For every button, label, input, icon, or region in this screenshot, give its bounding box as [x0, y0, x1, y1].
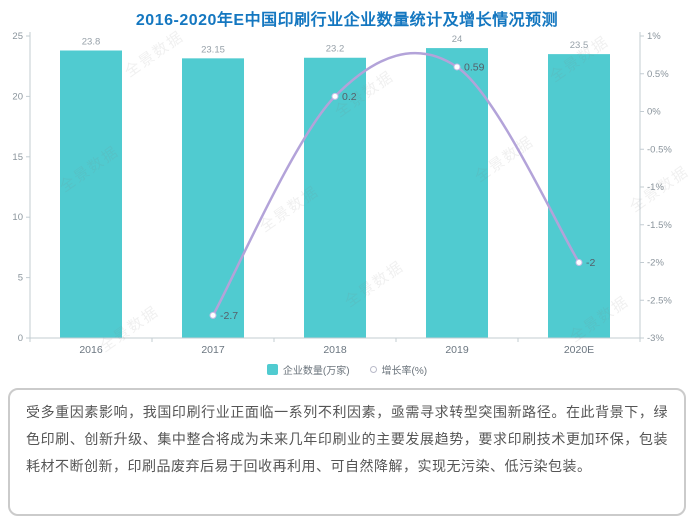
- bar-value-label: 23.15: [201, 44, 225, 55]
- legend-label-bar: 企业数量(万家): [282, 365, 350, 377]
- left-axis-tick-label: 25: [12, 31, 23, 42]
- right-axis-tick-label: -3%: [647, 333, 664, 344]
- right-axis-tick-label: -0.5%: [647, 144, 672, 155]
- growth-line: [211, 51, 581, 317]
- left-axis-tick-label: 20: [12, 91, 23, 102]
- analysis-text-box: 受多重因素影响，我国印刷行业正面临一系列不利因素，亟需寻求转型突围新路径。在此背…: [8, 388, 686, 516]
- left-axis-tick-label: 15: [12, 152, 23, 163]
- x-axis-label: 2018: [323, 344, 347, 356]
- bar-value-label: 23.2: [326, 44, 345, 55]
- point-value-label: -2: [586, 257, 595, 269]
- right-axis-tick-label: -1%: [647, 182, 664, 193]
- legend-label-line: 增长率(%): [381, 365, 428, 377]
- line-point: [331, 92, 339, 100]
- bar: [304, 57, 366, 339]
- bar-value-label: 24: [452, 34, 463, 45]
- bar: [548, 54, 610, 339]
- point-value-label: 0.2: [342, 91, 357, 103]
- right-axis-tick-label: 0.5%: [647, 69, 669, 80]
- right-axis-tick-label: 1%: [647, 31, 661, 42]
- line-point: [453, 63, 461, 71]
- right-axis-tick-label: 0%: [647, 107, 661, 118]
- point-value-label: 0.59: [464, 61, 485, 73]
- line-series-marker-icon: [369, 365, 377, 373]
- left-axis-tick-label: 5: [18, 273, 23, 284]
- right-axis-tick-label: -2%: [647, 258, 664, 269]
- left-axis-tick-label: 0: [18, 333, 23, 344]
- bar-series-swatch-icon: [266, 363, 278, 375]
- x-axis-label: 2019: [445, 344, 469, 356]
- line-point: [209, 311, 217, 319]
- chart-canvas: 23.8 23.15 23.2 24 23.5 0 5 10 15 20 25 1% 0.5% 0% -0.…: [12, 31, 672, 356]
- analysis-text: 受多重因素影响，我国印刷行业正面临一系列不利因素，亟需寻求转型突围新路径。在此背…: [26, 404, 668, 474]
- chart-title: 2016-2020年E中国印刷行业企业数量统计及增长情况预测: [135, 12, 559, 29]
- legend-item-line: 增长率(%): [369, 362, 428, 377]
- bar: [60, 50, 122, 338]
- chart-area: 23.8 23.15 23.2 24 23.5 0 5 10 15 20 25 1% 0.5% 0% -0.…: [0, 28, 694, 358]
- bar: [426, 48, 488, 338]
- x-axis-label: 2017: [201, 344, 225, 356]
- line-point: [575, 259, 583, 266]
- legend-item-bar: 企业数量(万家): [266, 362, 350, 377]
- bar: [182, 58, 244, 339]
- chart-legend: 企业数量(万家) 增长率(%): [0, 358, 694, 380]
- point-value-label: -2.7: [220, 310, 238, 322]
- x-axis-label: 2020E: [564, 344, 594, 356]
- bar-value-label: 23.5: [570, 40, 589, 51]
- right-axis-tick-label: -2.5%: [647, 295, 672, 306]
- x-axis-label: 2016: [79, 344, 103, 356]
- bar-value-label: 23.8: [82, 36, 101, 47]
- left-axis-tick-label: 10: [12, 212, 23, 223]
- right-axis-tick-label: -1.5%: [647, 220, 672, 231]
